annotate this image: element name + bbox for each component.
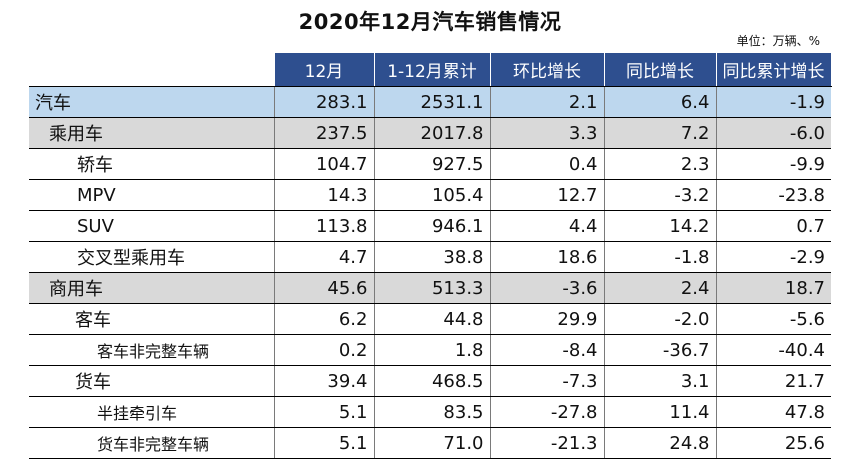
table-cell: 7.2 (604, 117, 717, 149)
column-header: 同比增长 (603, 52, 717, 87)
table-cell: 513.3 (374, 272, 491, 304)
table-cell: 927.5 (374, 148, 491, 180)
table-cell: -8.4 (490, 334, 605, 366)
table-cell: -2.9 (716, 241, 831, 273)
table-cell: 39.4 (274, 365, 375, 397)
table-cell: 44.8 (374, 303, 491, 335)
table-cell: -1.8 (604, 241, 717, 273)
column-header: 12月 (273, 52, 375, 87)
table-cell: 25.6 (716, 427, 831, 459)
table-cell: 6.2 (274, 303, 375, 335)
row-label: 交叉型乘用车 (29, 241, 275, 273)
table-cell: 3.1 (604, 365, 717, 397)
column-header: 环比增长 (489, 52, 605, 87)
table-cell: 18.6 (490, 241, 605, 273)
unit-label: 单位：万辆、% (736, 34, 820, 48)
table-cell: 5.1 (274, 427, 375, 459)
table-cell: -6.0 (716, 117, 831, 149)
row-label: 半挂牵引车 (29, 396, 275, 428)
row-label: MPV (29, 179, 275, 211)
table-cell: -5.6 (716, 303, 831, 335)
table-cell: 237.5 (274, 117, 375, 149)
table-cell: -7.3 (490, 365, 605, 397)
column-header: 1-12月累计 (373, 52, 491, 87)
table-cell: 12.7 (490, 179, 605, 211)
table-cell: 6.4 (604, 86, 717, 118)
table-cell: 0.4 (490, 148, 605, 180)
table-cell: 113.8 (274, 210, 375, 242)
sales-table: 12月 1-12月累计 环比增长 同比增长 同比累计增长 汽车 283.1 25… (29, 52, 832, 459)
row-label: SUV (29, 210, 275, 242)
table-cell: 2.3 (604, 148, 717, 180)
table-cell: 5.1 (274, 396, 375, 428)
row-label: 汽车 (29, 86, 275, 118)
table-row: 货车 39.4 468.5 -7.3 3.1 21.7 (29, 365, 831, 397)
row-label: 商用车 (29, 272, 275, 304)
table-cell: -21.3 (490, 427, 605, 459)
table-cell: 0.2 (274, 334, 375, 366)
table-cell: 47.8 (716, 396, 831, 428)
table-row: 货车非完整车辆 5.1 71.0 -21.3 24.8 25.6 (29, 427, 831, 459)
table-cell: 45.6 (274, 272, 375, 304)
table-cell: -3.2 (604, 179, 717, 211)
table-cell: 2017.8 (374, 117, 491, 149)
table-header-row: 12月 1-12月累计 环比增长 同比增长 同比累计增长 (29, 52, 832, 87)
row-label: 乘用车 (29, 117, 275, 149)
table-cell: 946.1 (374, 210, 491, 242)
table-cell: -23.8 (716, 179, 831, 211)
table-cell: 18.7 (716, 272, 831, 304)
header-corner (29, 52, 275, 87)
table-cell: 14.3 (274, 179, 375, 211)
table-cell: 29.9 (490, 303, 605, 335)
table-cell: 38.8 (374, 241, 491, 273)
row-label: 客车 (29, 303, 275, 335)
table-cell: 2531.1 (374, 86, 491, 118)
page-title: 2020年12月汽车销售情况 (298, 10, 562, 34)
table-cell: 283.1 (274, 86, 375, 118)
table-row: 汽车 283.1 2531.1 2.1 6.4 -1.9 (29, 86, 831, 118)
table-cell: -36.7 (604, 334, 717, 366)
table-cell: 468.5 (374, 365, 491, 397)
table-row: 客车 6.2 44.8 29.9 -2.0 -5.6 (29, 303, 831, 335)
table-cell: 105.4 (374, 179, 491, 211)
table-cell: -27.8 (490, 396, 605, 428)
table-cell: 104.7 (274, 148, 375, 180)
table-cell: -40.4 (716, 334, 831, 366)
row-label: 货车 (29, 365, 275, 397)
table-row: 客车非完整车辆 0.2 1.8 -8.4 -36.7 -40.4 (29, 334, 831, 366)
table-row: 交叉型乘用车 4.7 38.8 18.6 -1.8 -2.9 (29, 241, 831, 273)
table-row: SUV 113.8 946.1 4.4 14.2 0.7 (29, 210, 831, 242)
table-cell: 71.0 (374, 427, 491, 459)
table-cell: 4.4 (490, 210, 605, 242)
row-label: 货车非完整车辆 (29, 427, 275, 459)
table-cell: 14.2 (604, 210, 717, 242)
table-cell: 3.3 (490, 117, 605, 149)
table-cell: 0.7 (716, 210, 831, 242)
table-row: 乘用车 237.5 2017.8 3.3 7.2 -6.0 (29, 117, 831, 149)
table-row: 商用车 45.6 513.3 -3.6 2.4 18.7 (29, 272, 831, 304)
table-cell: 2.4 (604, 272, 717, 304)
table-cell: 83.5 (374, 396, 491, 428)
table-cell: -3.6 (490, 272, 605, 304)
table-row: MPV 14.3 105.4 12.7 -3.2 -23.8 (29, 179, 831, 211)
table-cell: 2.1 (490, 86, 605, 118)
table-cell: 4.7 (274, 241, 375, 273)
row-label: 客车非完整车辆 (29, 334, 275, 366)
table-cell: 21.7 (716, 365, 831, 397)
table-cell: 11.4 (604, 396, 717, 428)
table-cell: 1.8 (374, 334, 491, 366)
table-row: 半挂牵引车 5.1 83.5 -27.8 11.4 47.8 (29, 396, 831, 428)
table-cell: -2.0 (604, 303, 717, 335)
table-cell: -1.9 (716, 86, 831, 118)
table-row: 轿车 104.7 927.5 0.4 2.3 -9.9 (29, 148, 831, 180)
row-label: 轿车 (29, 148, 275, 180)
column-header: 同比累计增长 (715, 52, 832, 87)
table-cell: -9.9 (716, 148, 831, 180)
table-cell: 24.8 (604, 427, 717, 459)
